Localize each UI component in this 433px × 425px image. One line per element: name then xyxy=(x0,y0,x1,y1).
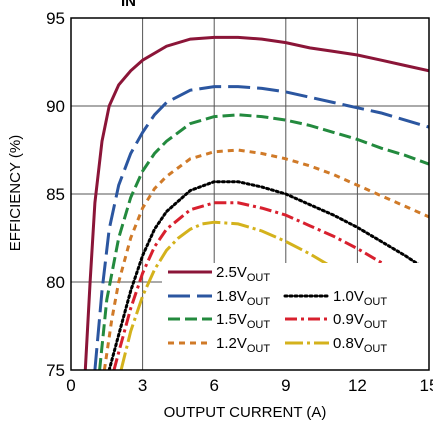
y-tick-labels: 75 80 85 90 95 xyxy=(46,9,65,380)
series-lines xyxy=(83,35,429,370)
y-tick-label: 95 xyxy=(46,9,65,28)
series-line-2-5v xyxy=(83,35,429,370)
series-line-1-8v xyxy=(93,85,429,370)
legend-label: 2.5VOUT xyxy=(216,264,270,284)
series-line-1-0v xyxy=(107,180,429,370)
legend-label: 1.0VOUT xyxy=(333,288,387,308)
legend-label: 0.8VOUT xyxy=(333,335,387,355)
y-tick-label: 85 xyxy=(46,185,65,204)
x-tick-label: 0 xyxy=(66,376,75,395)
legend-label: 1.5VOUT xyxy=(216,311,270,331)
x-axis-title: OUTPUT CURRENT (A) xyxy=(164,404,327,421)
series-line-1-5v xyxy=(98,113,429,370)
legend-box xyxy=(162,263,430,370)
y-tick-label: 90 xyxy=(46,97,65,116)
legend-label: 1.8VOUT xyxy=(216,288,270,308)
y-tick-label: 75 xyxy=(46,361,65,380)
x-tick-label: 9 xyxy=(281,376,290,395)
y-axis-title: EFFICIENCY (%) xyxy=(7,135,24,251)
legend: 2.5VOUT 1.8VOUT 1.0VOUT 1.5VOUT 0.9VOUT 1.2VO… xyxy=(168,264,387,355)
x-tick-labels: 0 3 6 9 12 15 xyxy=(66,376,433,395)
x-tick-label: 12 xyxy=(348,376,367,395)
legend-label: 1.2VOUT xyxy=(216,335,270,355)
x-tick-label: 6 xyxy=(209,376,218,395)
legend-label: 0.9VOUT xyxy=(333,311,387,331)
series-line-0-9v xyxy=(112,201,429,370)
plot-frame xyxy=(70,17,430,371)
y-tick-label: 80 xyxy=(46,273,65,292)
x-tick-label: 15 xyxy=(420,376,433,395)
series-line-0-8v xyxy=(119,220,429,370)
top-text-fragment: IN xyxy=(121,0,136,10)
x-tick-label: 3 xyxy=(138,376,147,395)
